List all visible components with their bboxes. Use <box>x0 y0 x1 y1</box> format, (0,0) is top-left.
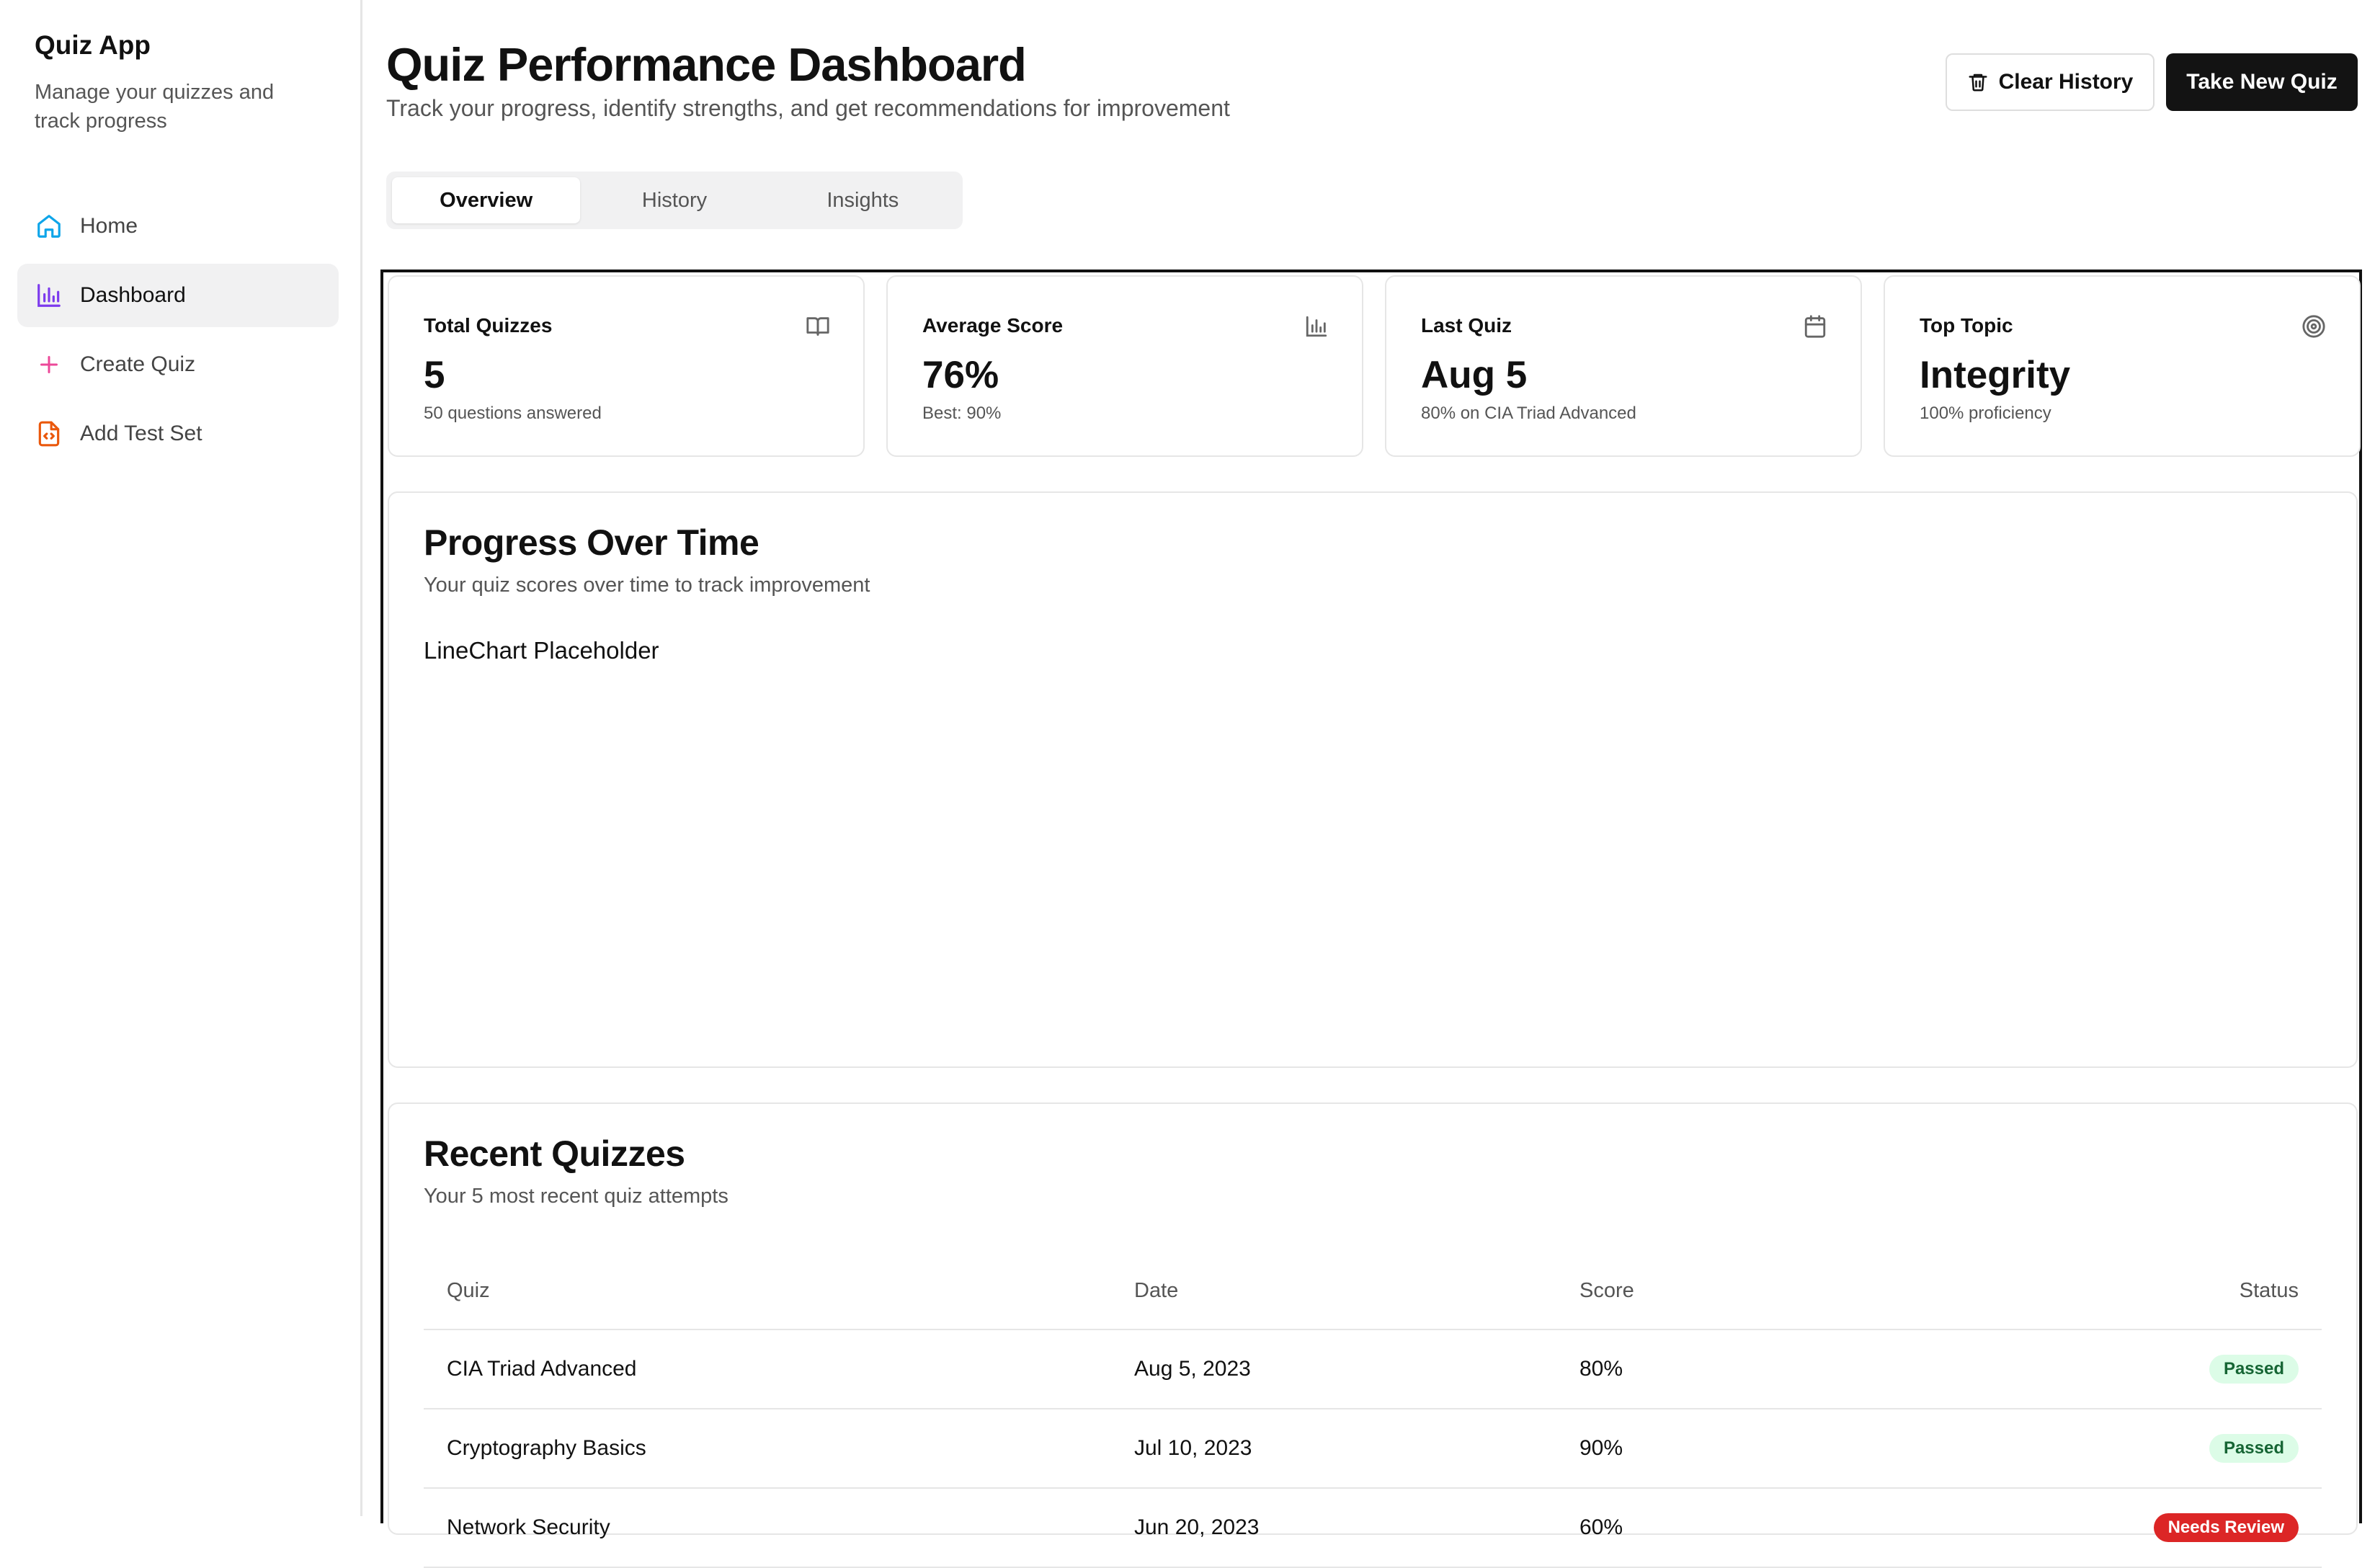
recent-subtitle: Your 5 most recent quiz attempts <box>424 1185 728 1208</box>
clear-history-button[interactable]: Clear History <box>1946 53 2155 111</box>
stat-label: Top Topic <box>1920 314 2013 337</box>
status-badge: Needs Review <box>2153 1513 2299 1542</box>
quiz-date: Aug 5, 2023 <box>1134 1357 1251 1381</box>
stat-value: 76% <box>922 354 999 396</box>
table-row[interactable]: CIA Triad Advanced Aug 5, 2023 80% Passe… <box>424 1330 2322 1409</box>
app-subtitle: Manage your quizzes and track progress <box>35 81 275 133</box>
home-icon <box>35 212 63 241</box>
sidebar-item-home[interactable]: Home <box>17 195 339 258</box>
stat-card-top-topic: Top Topic Integrity 100% proficiency <box>1884 275 2361 457</box>
take-new-quiz-label: Take New Quiz <box>2186 70 2338 94</box>
sidebar-item-dashboard[interactable]: Dashboard <box>17 264 339 327</box>
recent-quizzes-table: Quiz Date Score Status CIA Triad Advance… <box>424 1252 2322 1568</box>
stat-note: Best: 90% <box>922 404 1002 423</box>
sidebar: Quiz App Manage your quizzes and track p… <box>0 0 362 1516</box>
table-header: Quiz Date Score Status <box>424 1252 2322 1330</box>
column-header-status[interactable]: Status <box>2239 1278 2299 1302</box>
bar-chart-icon <box>35 281 63 310</box>
stat-card-total-quizzes: Total Quizzes 5 50 questions answered <box>388 275 865 457</box>
progress-card: Progress Over Time Your quiz scores over… <box>388 491 2358 1068</box>
sidebar-item-label: Dashboard <box>80 283 186 307</box>
column-header-quiz[interactable]: Quiz <box>447 1278 490 1302</box>
app-title: Quiz App <box>35 30 151 60</box>
stat-value: Integrity <box>1920 354 2071 396</box>
page-subtitle: Track your progress, identify strengths,… <box>386 95 1230 121</box>
sidebar-nav: Home Dashboard Create Quiz Add Test Set <box>17 195 339 471</box>
quiz-name: CIA Triad Advanced <box>447 1357 637 1381</box>
status-cell: Passed <box>2209 1330 2299 1408</box>
quiz-name: Cryptography Basics <box>447 1436 646 1460</box>
stat-card-average-score: Average Score 76% Best: 90% <box>886 275 1363 457</box>
sidebar-item-add-test-set[interactable]: Add Test Set <box>17 402 339 466</box>
stat-card-last-quiz: Last Quiz Aug 5 80% on CIA Triad Advance… <box>1385 275 1862 457</box>
tab-bar: Overview History Insights <box>386 172 963 229</box>
quiz-date: Jun 20, 2023 <box>1134 1515 1260 1539</box>
tab-history[interactable]: History <box>641 188 708 212</box>
stat-value: Aug 5 <box>1421 354 1528 396</box>
bar-chart-icon <box>1306 316 1327 337</box>
table-row[interactable]: Cryptography Basics Jul 10, 2023 90% Pas… <box>424 1409 2322 1489</box>
calendar-icon <box>1804 315 1826 338</box>
quiz-name: Network Security <box>447 1515 610 1539</box>
sidebar-item-create-quiz[interactable]: Create Quiz <box>17 333 339 396</box>
stat-label: Last Quiz <box>1421 314 1512 337</box>
quiz-score: 80% <box>1579 1357 1623 1381</box>
line-chart-placeholder: LineChart Placeholder <box>424 637 659 664</box>
sidebar-item-label: Home <box>80 214 138 238</box>
stat-note: 80% on CIA Triad Advanced <box>1421 404 1636 423</box>
progress-subtitle: Your quiz scores over time to track impr… <box>424 574 870 597</box>
page-title: Quiz Performance Dashboard <box>386 38 1027 91</box>
sidebar-item-label: Create Quiz <box>80 352 196 376</box>
stat-note: 50 questions answered <box>424 404 602 423</box>
progress-title: Progress Over Time <box>424 522 759 563</box>
quiz-score: 60% <box>1579 1515 1623 1539</box>
stat-label: Average Score <box>922 314 1064 337</box>
column-header-score[interactable]: Score <box>1579 1278 1634 1302</box>
book-icon <box>806 317 829 336</box>
recent-quizzes-card: Recent Quizzes Your 5 most recent quiz a… <box>388 1102 2358 1568</box>
plus-icon <box>35 350 63 379</box>
table-row[interactable]: Network Security Jun 20, 2023 60% Needs … <box>424 1489 2322 1568</box>
sidebar-item-label: Add Test Set <box>80 422 202 445</box>
stat-label: Total Quizzes <box>424 314 553 337</box>
column-header-date[interactable]: Date <box>1134 1278 1179 1302</box>
status-badge: Passed <box>2209 1355 2299 1384</box>
quiz-date: Jul 10, 2023 <box>1134 1436 1252 1460</box>
status-cell: Passed <box>2209 1409 2299 1487</box>
recent-title: Recent Quizzes <box>424 1133 685 1174</box>
status-cell: Needs Review <box>2153 1489 2299 1567</box>
trash-icon <box>1969 74 1987 92</box>
target-icon <box>2302 315 2325 338</box>
tab-overview[interactable]: Overview <box>392 177 581 223</box>
status-badge: Passed <box>2209 1434 2299 1463</box>
take-new-quiz-button[interactable]: Take New Quiz <box>2166 53 2358 111</box>
tab-content-frame <box>380 270 2362 1523</box>
quiz-score: 90% <box>1579 1436 1623 1460</box>
clear-history-label: Clear History <box>1998 70 2134 94</box>
stat-value: 5 <box>424 354 445 396</box>
stat-note: 100% proficiency <box>1920 404 2051 423</box>
page-header: Quiz Performance Dashboard Track your pr… <box>386 36 1230 122</box>
tab-insights[interactable]: Insights <box>826 188 899 212</box>
file-code-icon <box>35 419 63 448</box>
